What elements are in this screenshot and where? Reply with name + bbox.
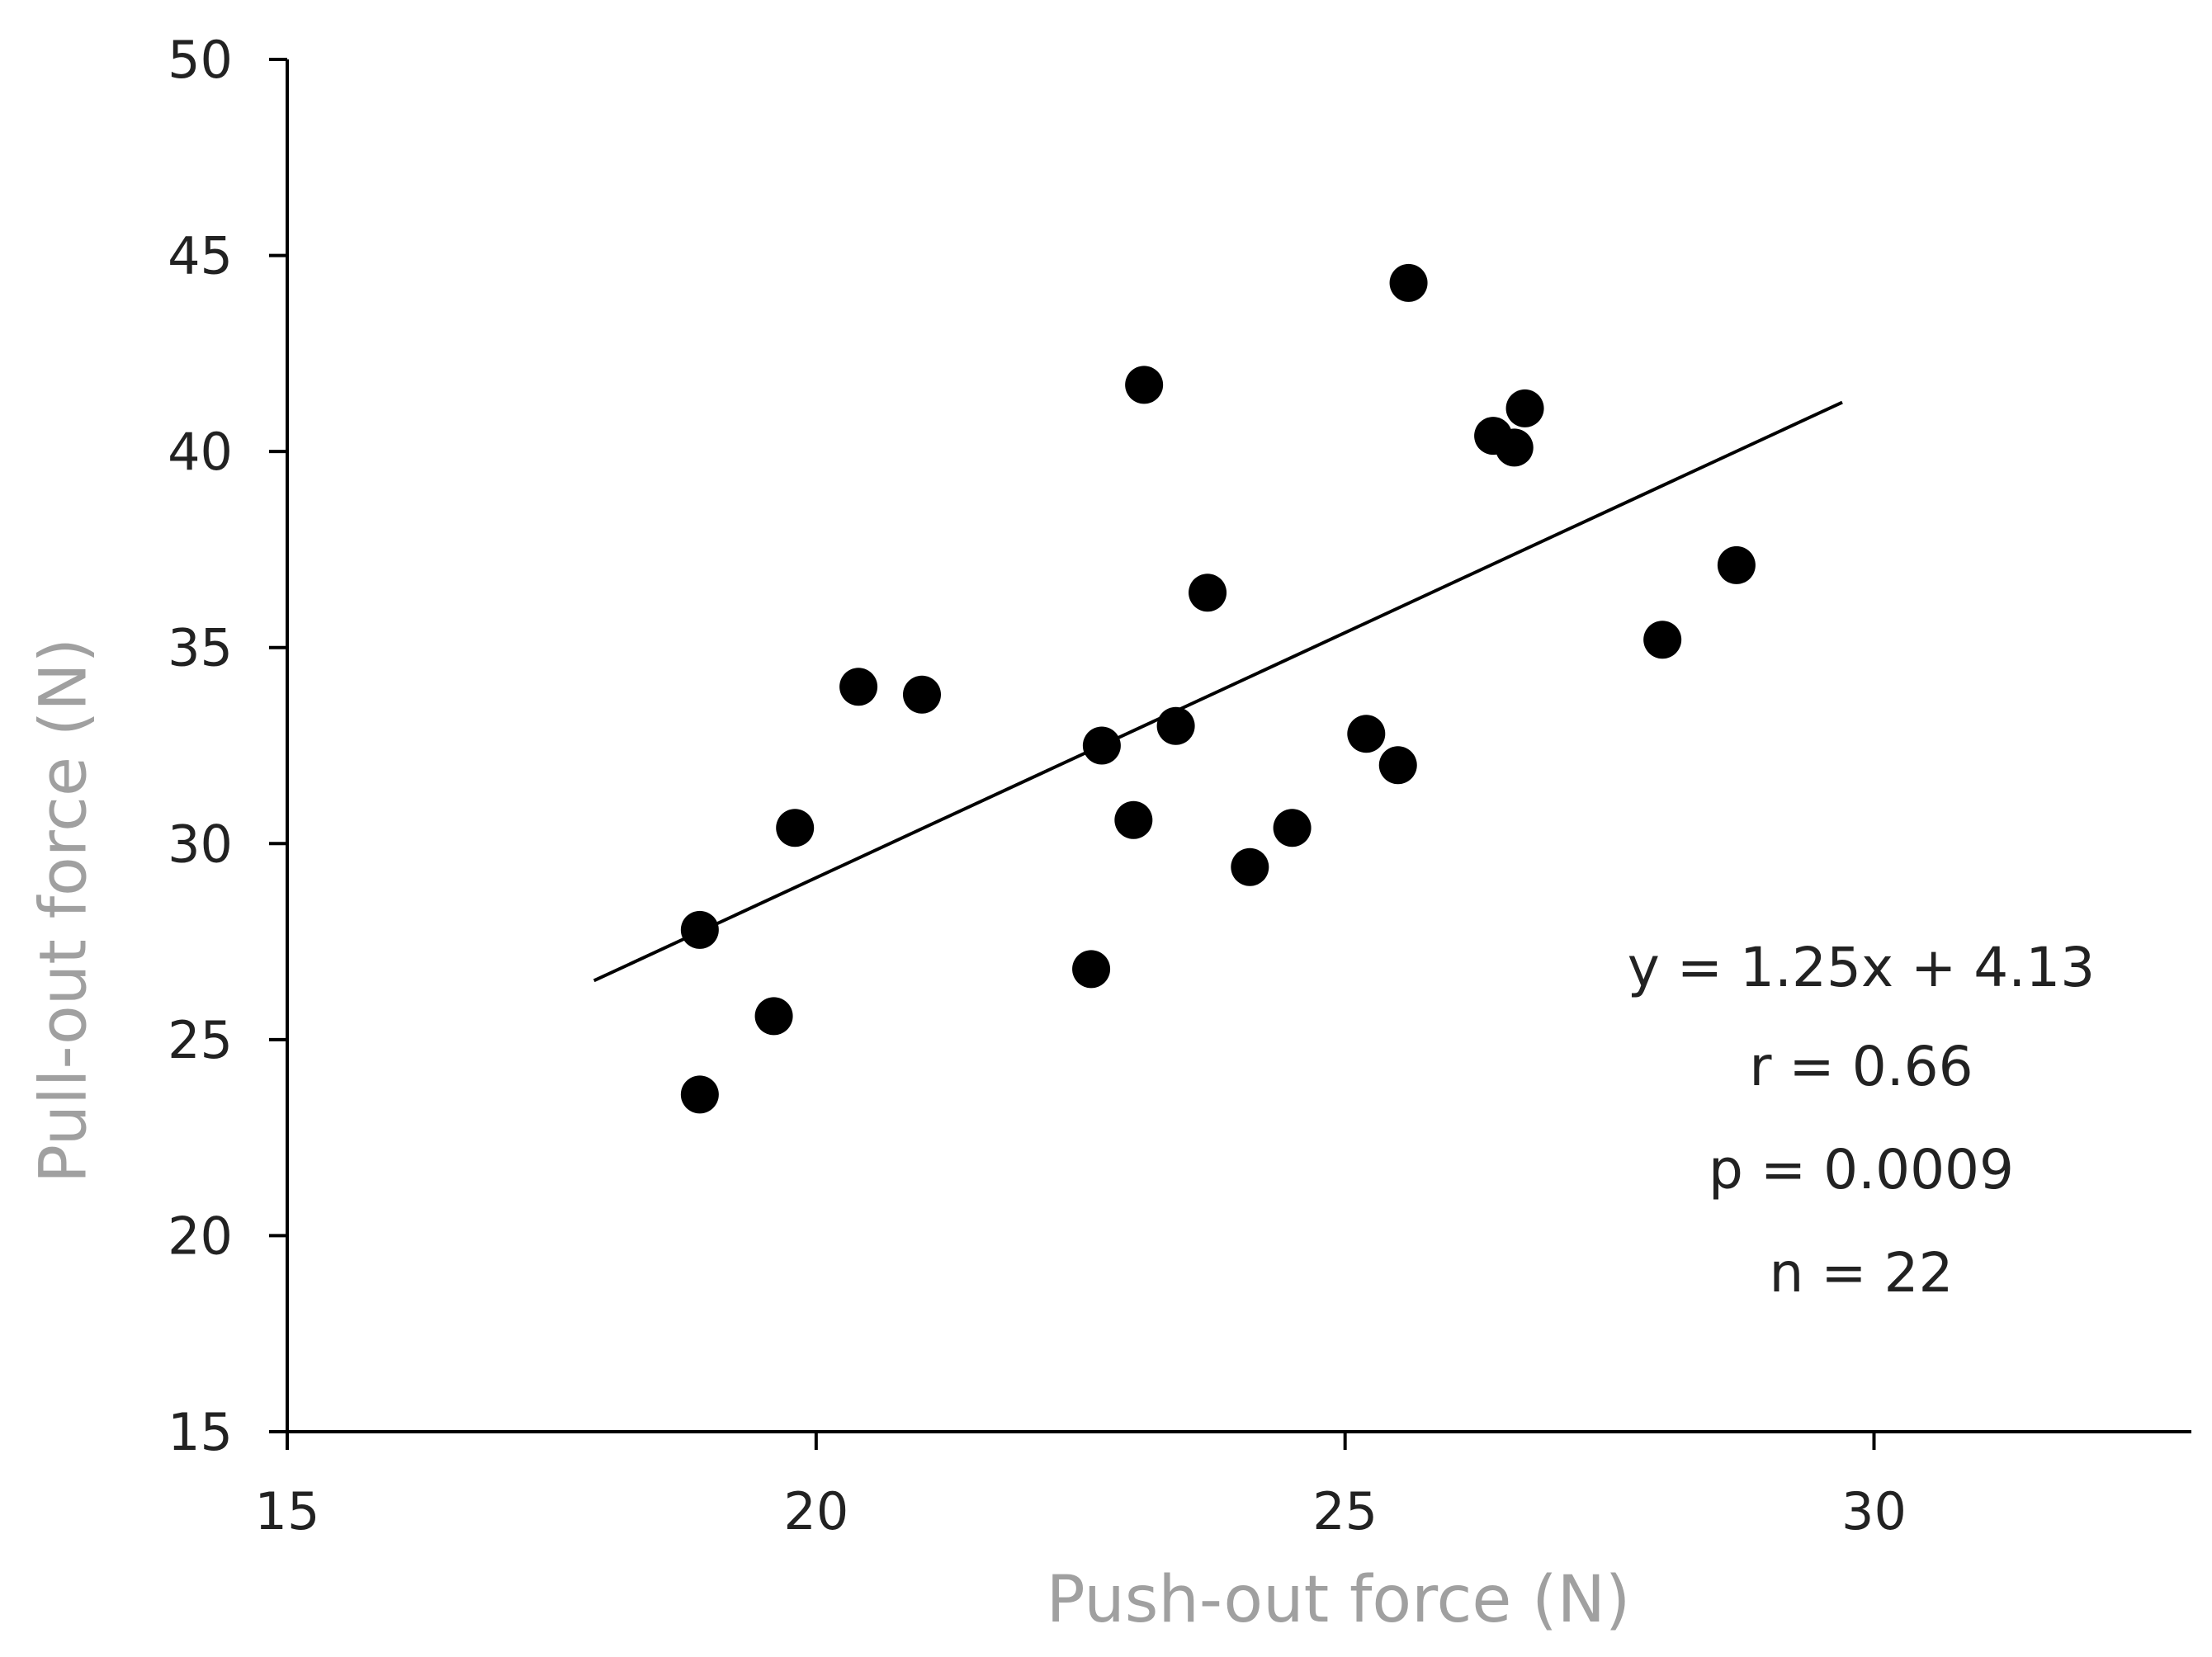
data-point	[1156, 706, 1195, 745]
y-axis-title: Pull-out force (N)	[26, 638, 101, 1183]
y-tick-label: 25	[168, 1010, 233, 1070]
data-point	[1273, 809, 1312, 847]
data-point	[1114, 800, 1153, 839]
data-point	[1072, 950, 1111, 989]
p-value: p = 0.0009	[1709, 1138, 2014, 1201]
data-point	[1347, 715, 1386, 753]
data-point	[1189, 574, 1227, 612]
sample-size: n = 22	[1769, 1241, 1953, 1305]
data-point	[839, 668, 878, 706]
data-point	[1378, 746, 1417, 785]
axes	[286, 59, 2191, 1433]
data-point	[680, 910, 719, 949]
x-tick-label: 20	[783, 1481, 848, 1541]
data-point	[754, 997, 793, 1036]
data-point	[1505, 389, 1544, 427]
regression-equation: y = 1.25x + 4.13	[1628, 936, 2096, 999]
y-tick-label: 45	[168, 226, 233, 286]
data-point	[1717, 545, 1756, 584]
y-axis-ticks: 15 20 25 30 35 40 45 50	[168, 30, 287, 1462]
x-axis-ticks: 15 20 25 30	[255, 1432, 1907, 1541]
y-tick-label: 30	[168, 814, 233, 874]
data-point	[1389, 263, 1428, 302]
x-tick-label: 15	[255, 1481, 320, 1541]
x-tick-label: 25	[1312, 1481, 1378, 1541]
trendline-group	[593, 400, 1843, 983]
data-point	[776, 809, 815, 847]
y-tick-label: 35	[168, 618, 233, 678]
x-tick-label: 30	[1841, 1481, 1907, 1541]
stats-annotation: y = 1.25x + 4.13 r = 0.66 p = 0.0009 n =…	[1628, 936, 2096, 1305]
correlation-r: r = 0.66	[1749, 1035, 1973, 1098]
y-tick-label: 15	[168, 1402, 233, 1462]
trendline	[593, 400, 1843, 983]
x-axis-title: Push-out force (N)	[1047, 1563, 1631, 1637]
data-point	[903, 675, 941, 714]
data-point	[1082, 726, 1121, 765]
y-tick-label: 20	[168, 1206, 233, 1266]
y-tick-label: 40	[168, 422, 233, 482]
data-point	[1643, 621, 1682, 659]
data-point	[1231, 847, 1269, 886]
y-tick-label: 50	[168, 30, 233, 90]
data-point	[1125, 366, 1164, 404]
data-point	[680, 1075, 719, 1114]
data-point	[1495, 428, 1534, 467]
data-points	[680, 263, 1756, 1114]
